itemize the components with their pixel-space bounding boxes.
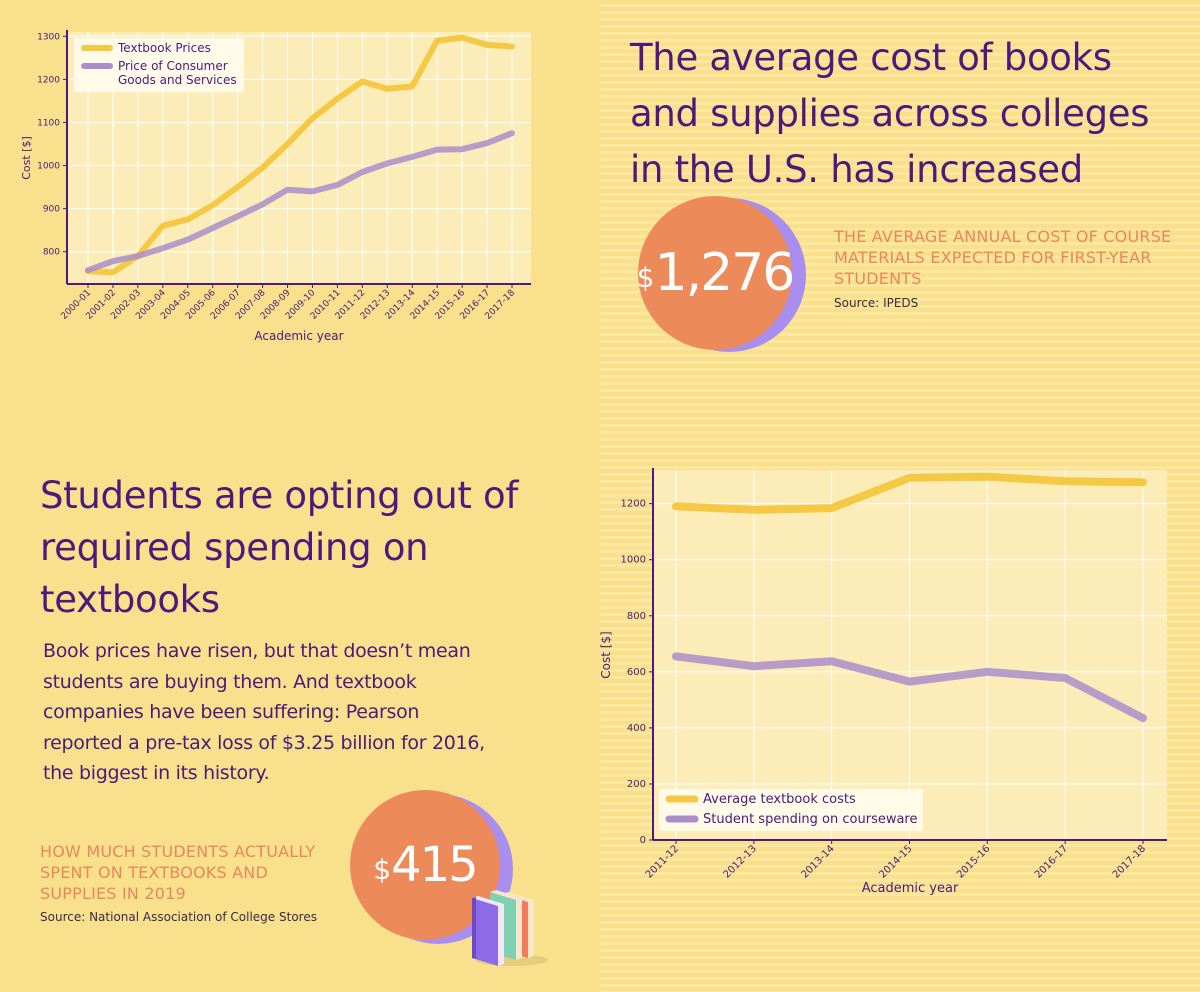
y-tick-label: 800 [43, 248, 60, 258]
headline-cost-increase: The average cost of books and supplies a… [630, 36, 1150, 191]
y-tick-label: 800 [627, 611, 646, 622]
legend-label-line: Goods and Services [118, 73, 237, 87]
currency-symbol: $ [373, 852, 391, 886]
stat-value: 1,276 [654, 243, 795, 303]
badge-circle: $1,276 [636, 196, 795, 350]
source-ipeds: Source: IPEDS [834, 296, 919, 310]
legend-box [659, 789, 923, 831]
x-tick-label: 2017-18 [1111, 843, 1148, 880]
x-tick-label: 2015-16 [955, 843, 992, 880]
legend-label: Average textbook costs [703, 792, 856, 807]
x-tick-label: 2016-17 [1033, 843, 1070, 880]
legend-label-line: Price of Consumer [118, 59, 228, 73]
y-tick-label: 200 [627, 779, 646, 790]
y-axis-label: Cost [$] [20, 136, 33, 180]
stat-caption-spent-2019: HOW MUCH STUDENTS ACTUALLY SPENT ON TEXT… [40, 842, 316, 903]
stack-of-books-icon [472, 890, 548, 966]
y-tick-label: 1000 [621, 555, 646, 566]
y-tick-label: 1200 [37, 75, 60, 85]
stat-caption-first-year: THE AVERAGE ANNUAL COST OF COURSE MATERI… [834, 227, 1172, 288]
legend-label: Student spending on courseware [703, 812, 918, 827]
x-tick-label: 2013-14 [799, 843, 836, 880]
y-tick-label: 1200 [621, 499, 646, 510]
y-tick-label: 900 [43, 205, 60, 215]
currency-symbol: $ [636, 260, 655, 294]
y-tick-label: 400 [627, 723, 646, 734]
source-nacs: Source: National Association of College … [40, 910, 317, 924]
textbook-costs-vs-spending-chart: 0 200 400 600 800 1000 1200 2011-12 2012-13 2013-… [600, 468, 1167, 896]
y-tick-label: 600 [627, 667, 646, 678]
x-axis-label: Academic year [254, 329, 343, 343]
x-tick-label: 2011-12 [644, 843, 681, 880]
x-axis-label: Academic year [862, 881, 959, 896]
y-tick-label: 1100 [37, 118, 60, 128]
textbook-vs-consumer-price-chart: 80090010001100120013002000-012001-022002… [20, 30, 531, 343]
x-tick-label: 2014-15 [877, 843, 914, 880]
legend-box [74, 38, 244, 92]
y-tick-label: 1000 [37, 162, 60, 172]
series-line-2 [85, 130, 515, 274]
body-paragraph: Book prices have risen, but that doesn’t… [43, 640, 485, 784]
series-line-1 [85, 34, 515, 276]
legend-label: Price of Consumer Goods and Services [118, 59, 237, 87]
headline-students-opting-out: Students are opting out of required spen… [40, 474, 519, 621]
x-tick-label: 2012-13 [722, 843, 759, 880]
y-tick-label: 0 [640, 835, 646, 846]
series-line-2 [672, 652, 1147, 723]
stat-value: 415 [391, 837, 479, 893]
stat-badge-first-year-cost: $1,276 [636, 196, 808, 356]
legend-label: Textbook Prices [117, 41, 211, 55]
y-tick-label: 1300 [37, 32, 60, 42]
stat-badge-spent-2019: $415 [350, 790, 520, 950]
y-axis-label: Cost [$] [600, 631, 613, 679]
series-line-1 [672, 472, 1147, 514]
